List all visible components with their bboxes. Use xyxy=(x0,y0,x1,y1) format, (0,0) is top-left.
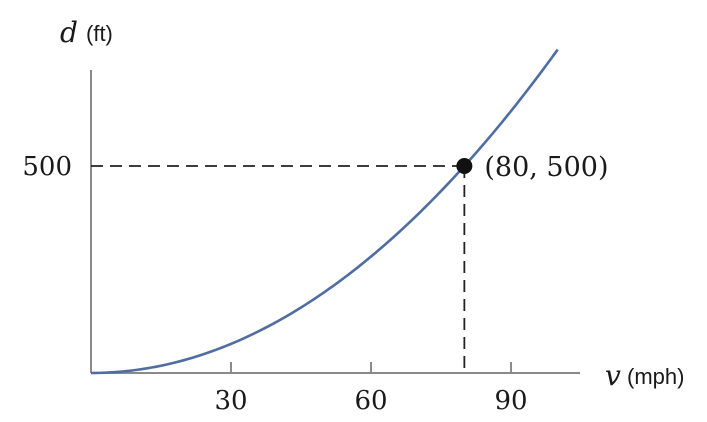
x-tick-label: 90 xyxy=(494,386,527,416)
y-axis-variable: d xyxy=(60,16,78,49)
y-tick-label: 500 xyxy=(22,152,72,182)
x-axis-unit: (mph) xyxy=(627,364,684,389)
x-axis-variable: v xyxy=(605,359,621,392)
series-curve xyxy=(90,48,559,375)
ticks: 30 60 90 500 xyxy=(22,152,527,416)
highlight-point-label: (80, 500) xyxy=(484,152,608,183)
highlight-point-marker xyxy=(456,158,473,174)
x-tick-label: 30 xyxy=(214,386,247,416)
y-axis-unit: (ft) xyxy=(86,21,113,46)
x-tick-label: 60 xyxy=(354,386,387,416)
